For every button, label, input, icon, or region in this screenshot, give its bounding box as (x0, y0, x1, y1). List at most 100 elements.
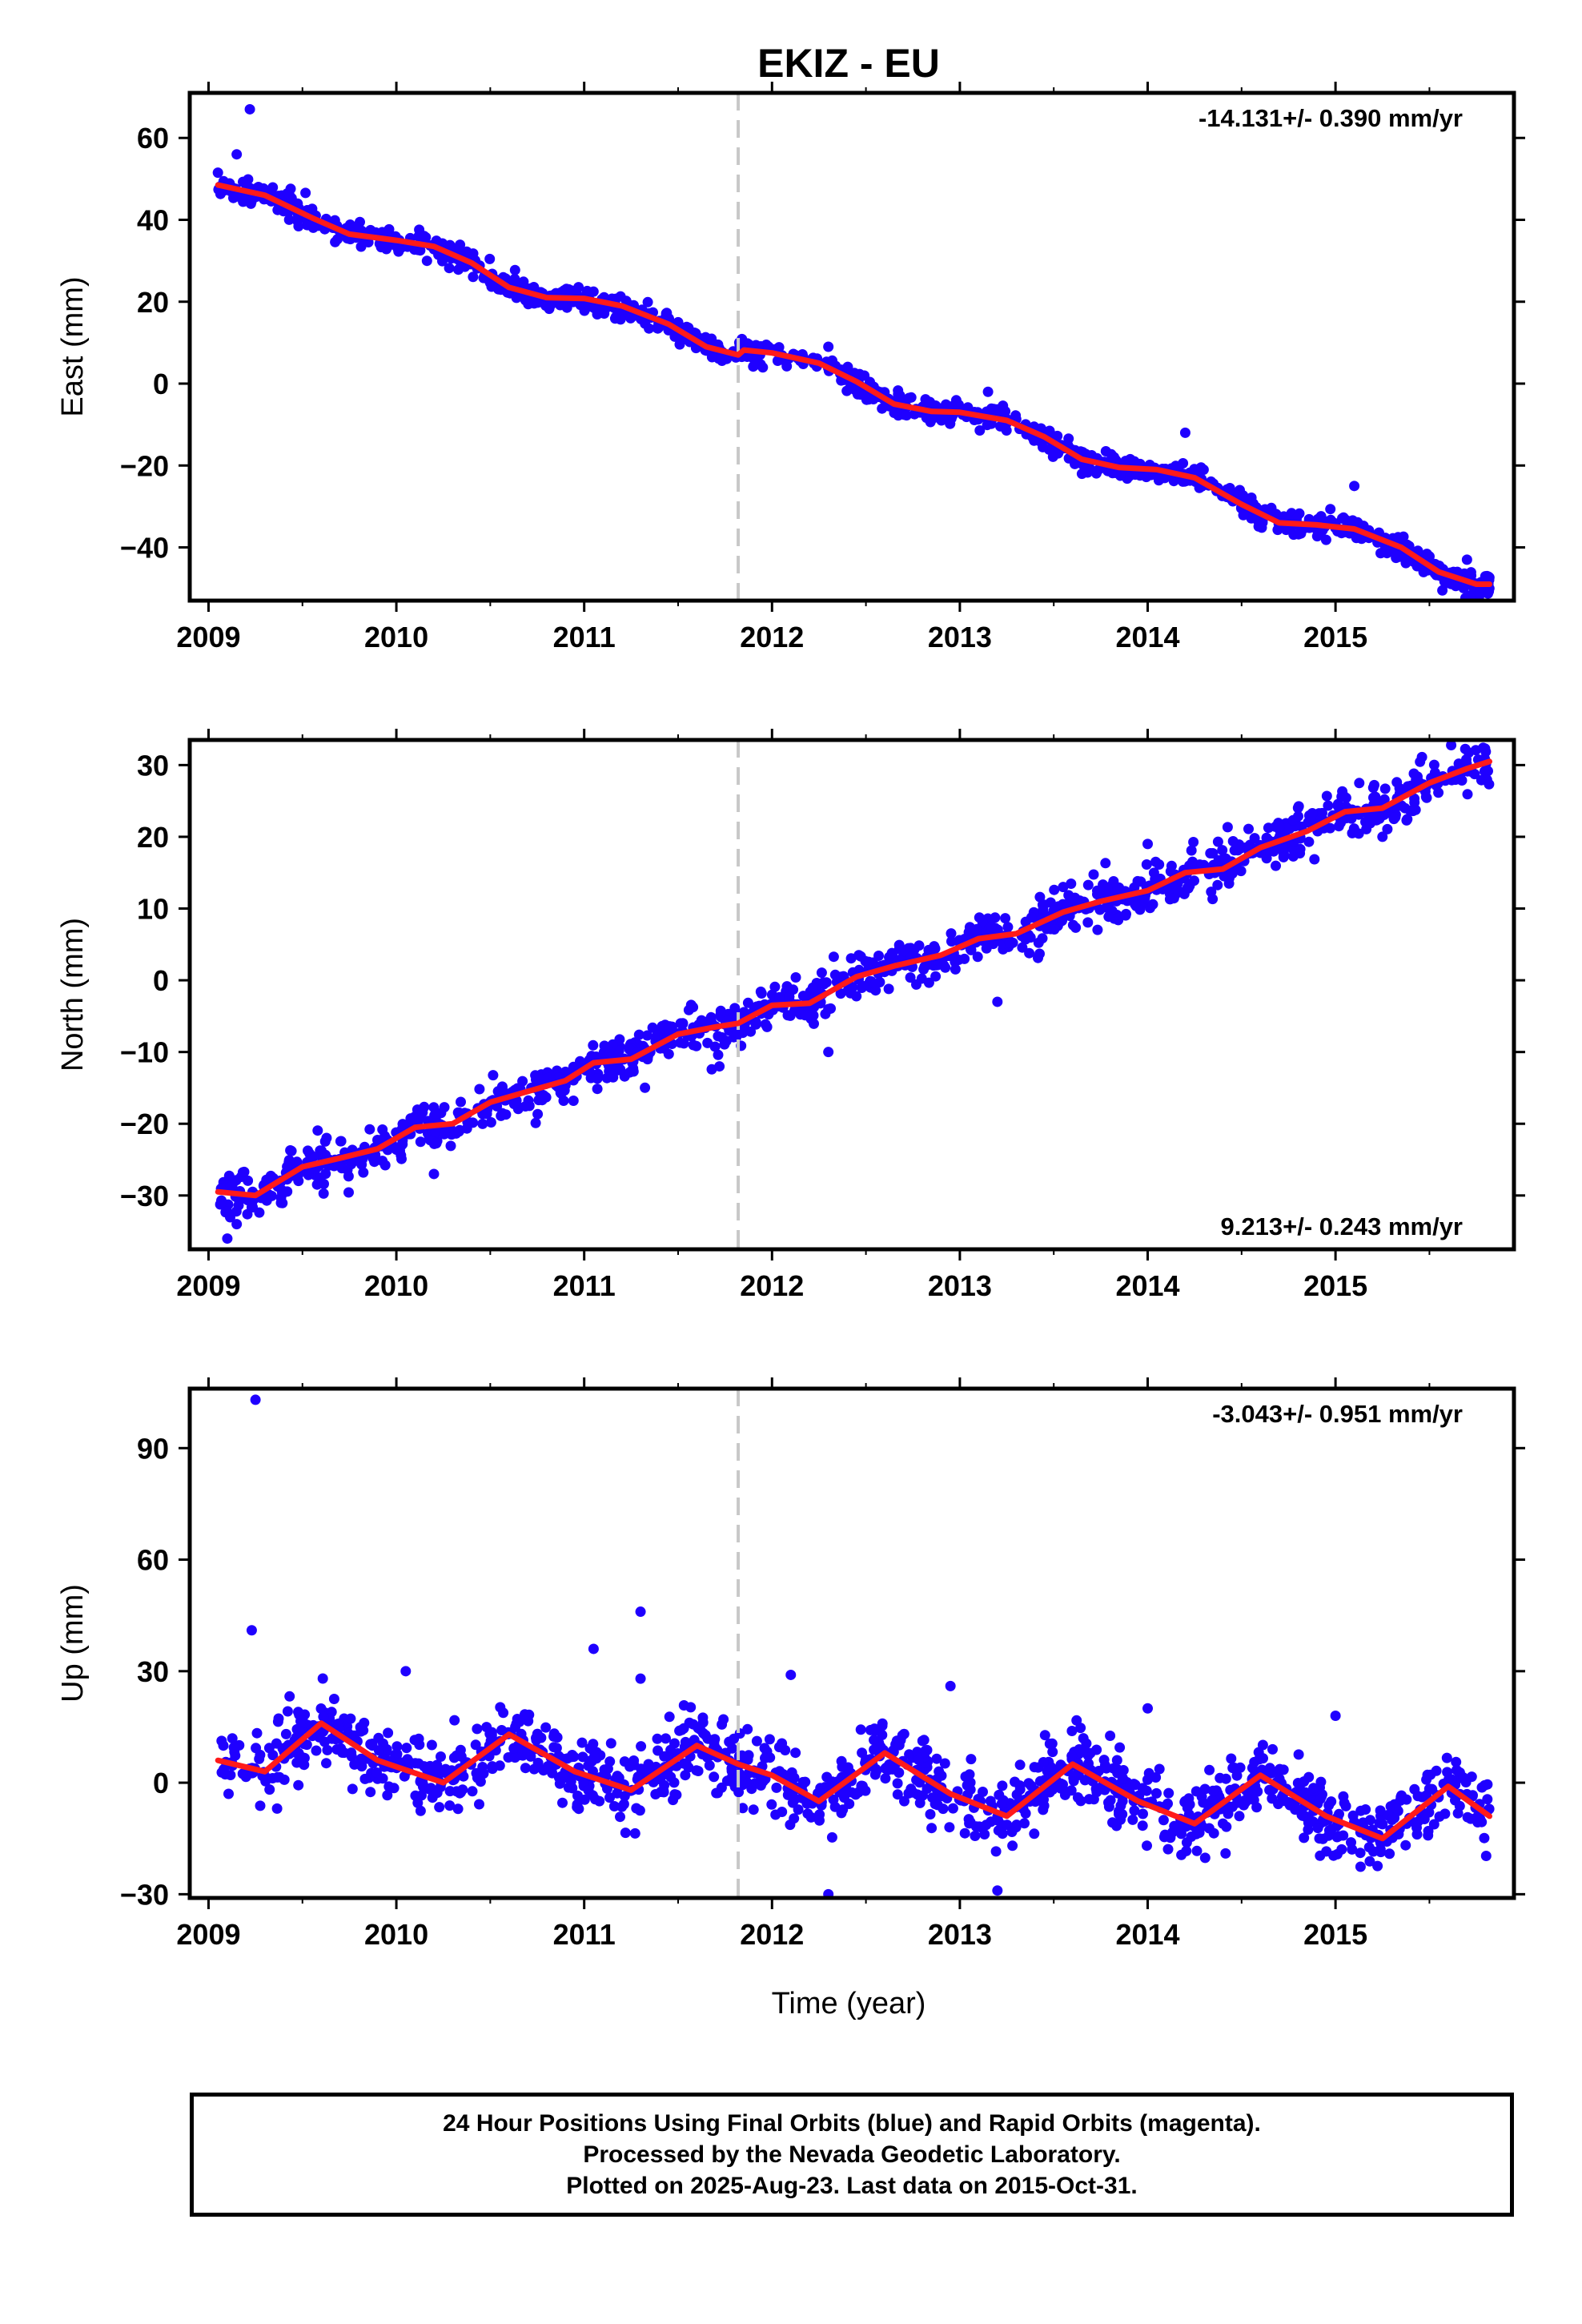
footer-line-3: Plotted on 2025-Aug-23. Last data on 201… (566, 2173, 1138, 2199)
data-point (520, 1763, 531, 1774)
data-point (530, 1070, 541, 1081)
data-point (593, 304, 604, 316)
data-point (1090, 468, 1102, 479)
data-point (997, 1780, 1008, 1791)
data-point (713, 1031, 724, 1042)
data-point (1169, 1820, 1180, 1831)
data-point (615, 1811, 625, 1823)
data-point (365, 1787, 376, 1798)
data-point (452, 1107, 464, 1118)
data-point (652, 323, 664, 334)
data-point (845, 381, 856, 392)
data-point (554, 1778, 565, 1789)
data-point (974, 912, 985, 923)
data-point (869, 979, 881, 990)
y-tick-label: 0 (153, 1767, 169, 1799)
data-point (282, 1706, 293, 1717)
data-point (826, 1831, 837, 1843)
data-point (1395, 800, 1407, 811)
data-point (680, 1736, 691, 1747)
data-point (592, 1084, 603, 1095)
x-tick-label: 2009 (176, 1918, 240, 1951)
data-point (913, 1755, 925, 1766)
data-point (804, 1010, 815, 1021)
data-point (367, 1740, 378, 1751)
data-point (629, 1827, 640, 1839)
data-point (1183, 1809, 1195, 1820)
data-point (383, 1727, 394, 1739)
data-point (1011, 1789, 1022, 1800)
data-point (1026, 912, 1037, 923)
data-point (1178, 476, 1188, 487)
data-point (559, 1085, 570, 1096)
data-point (1423, 1807, 1435, 1818)
data-point (456, 1096, 466, 1108)
data-point (540, 1092, 552, 1103)
data-point (392, 243, 404, 254)
data-point (873, 951, 884, 961)
data-point (612, 1787, 623, 1799)
data-point (938, 1803, 949, 1815)
data-point (615, 291, 626, 302)
data-point (1391, 777, 1403, 788)
data-point (237, 1768, 248, 1779)
data-point (238, 176, 248, 187)
data-point (1139, 893, 1150, 904)
outlier-point (1142, 838, 1154, 850)
data-point (871, 1765, 882, 1776)
data-point (265, 1170, 276, 1181)
data-point (1092, 924, 1103, 935)
data-point (419, 1761, 430, 1772)
data-point (1114, 884, 1125, 895)
data-point (650, 1789, 661, 1799)
x-tick-label: 2011 (553, 621, 616, 653)
data-point (1468, 1790, 1478, 1801)
data-point (853, 950, 865, 961)
data-point (892, 1789, 903, 1800)
velocity-annotation: -3.043+/- 0.951 mm/yr (1212, 1400, 1463, 1428)
data-point (836, 1807, 847, 1819)
data-point (1118, 1765, 1129, 1775)
data-point (227, 1180, 238, 1191)
data-point (959, 1827, 970, 1839)
outlier-point (250, 1394, 261, 1405)
outlier-point (635, 1673, 646, 1684)
outlier-point (1179, 427, 1191, 438)
data-point (306, 219, 317, 231)
data-point (1038, 1757, 1049, 1767)
data-point (484, 253, 496, 264)
data-point (962, 402, 974, 413)
data-point (1353, 828, 1364, 839)
data-point (1364, 1856, 1375, 1867)
data-point (773, 342, 785, 353)
data-point (1181, 1845, 1192, 1856)
data-point (691, 1765, 702, 1776)
data-point (544, 304, 555, 315)
data-point (279, 1774, 290, 1785)
data-point (1390, 547, 1401, 558)
y-axis-label: East (mm) (56, 276, 90, 416)
data-point (1017, 942, 1028, 953)
y-tick-label: 60 (137, 122, 169, 155)
data-point (349, 1759, 360, 1770)
model-fit-line (215, 1720, 1492, 1842)
data-point (1379, 783, 1391, 794)
data-point (1143, 1767, 1154, 1779)
data-point (379, 1131, 391, 1142)
data-point (1107, 1817, 1118, 1828)
data-point (1251, 1802, 1263, 1813)
data-point (399, 1771, 410, 1782)
outlier-point (231, 149, 243, 160)
data-point (1392, 532, 1403, 543)
data-point (1400, 557, 1411, 569)
data-point (709, 1734, 721, 1745)
data-point (1264, 1784, 1275, 1795)
data-point (474, 1084, 485, 1095)
outlier-point (1330, 1711, 1341, 1722)
plot-area (215, 1389, 1495, 1898)
data-point (1029, 1828, 1040, 1839)
data-point (1047, 1747, 1058, 1758)
data-point (1044, 1787, 1055, 1798)
data-point (990, 1846, 1002, 1857)
data-point (1337, 789, 1348, 799)
